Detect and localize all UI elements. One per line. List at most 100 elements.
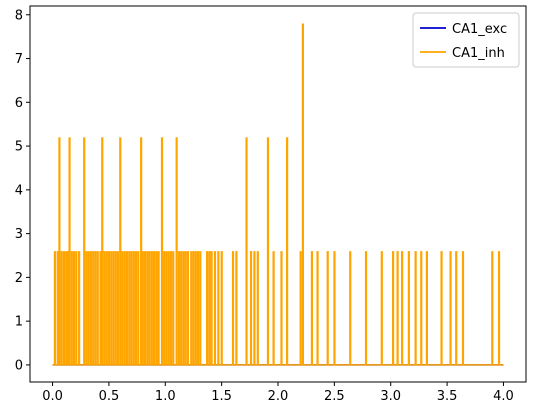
y-tick-label: 6 bbox=[15, 96, 23, 111]
series-spike-ca1-inh bbox=[182, 251, 185, 365]
series-spike-ca1-inh bbox=[134, 251, 138, 365]
series-spike-ca1-inh bbox=[272, 251, 275, 365]
series-spike-ca1-inh bbox=[103, 251, 106, 365]
series-spike-ca1-inh bbox=[163, 251, 166, 365]
series-spike-ca1-inh bbox=[310, 251, 314, 365]
series-spike-ca1-inh bbox=[333, 251, 336, 365]
series-spike-ca1-inh bbox=[256, 251, 259, 365]
series-spike-ca1-inh bbox=[169, 251, 173, 365]
series-spike-ca1-inh bbox=[380, 251, 383, 365]
series-spike-ca1-inh bbox=[160, 137, 164, 365]
series-spike-ca1-inh bbox=[83, 137, 86, 365]
x-tick-label: 1.5 bbox=[211, 389, 232, 404]
x-tick-label: 0.0 bbox=[42, 389, 63, 404]
x-tick-label: 3.0 bbox=[380, 389, 401, 404]
series-spike-ca1-inh bbox=[167, 251, 170, 365]
series-spike-ca1-inh bbox=[72, 251, 76, 365]
series-spike-ca1-inh bbox=[143, 251, 147, 365]
series-spike-ca1-inh bbox=[89, 251, 93, 365]
series-spike-ca1-inh bbox=[140, 137, 143, 365]
series-spike-ca1-inh bbox=[249, 251, 253, 365]
series-spike-ca1-inh bbox=[78, 251, 81, 365]
series-spike-ca1-inh bbox=[210, 251, 213, 365]
series-spike-ca1-inh bbox=[192, 251, 195, 365]
y-axis: 0 1 2 3 4 5 6 7 8 bbox=[15, 8, 30, 373]
series-spike-ca1-inh bbox=[175, 137, 178, 365]
series-spike-ca1-inh bbox=[217, 251, 220, 365]
x-tick-label: 4.0 bbox=[493, 389, 514, 404]
series-spike-ca1-inh bbox=[92, 251, 95, 365]
series-spike-ca1-inh bbox=[114, 251, 117, 365]
x-tick-label: 2.0 bbox=[268, 389, 289, 404]
series-spike-ca1-inh bbox=[172, 251, 175, 365]
series-spike-ca1-inh bbox=[497, 251, 501, 365]
series-spike-ca1-inh bbox=[235, 251, 238, 365]
series-spike-ca1-inh bbox=[148, 251, 151, 365]
series-spike-ca1-inh bbox=[153, 251, 156, 365]
series-spike-ca1-inh bbox=[165, 251, 168, 365]
series-spike-ca1-inh bbox=[407, 251, 410, 365]
series-spike-ca1-inh bbox=[107, 251, 111, 365]
x-tick-label: 3.5 bbox=[437, 389, 458, 404]
series-spike-ca1-inh bbox=[266, 137, 270, 365]
series-spike-ca1-inh bbox=[112, 251, 115, 365]
series-spike-ca1-inh bbox=[53, 251, 56, 365]
y-tick-label: 0 bbox=[15, 358, 23, 373]
series-spike-ca1-inh bbox=[401, 251, 404, 365]
series-spike-ca1-inh bbox=[132, 251, 135, 365]
series-spike-ca1-inh bbox=[461, 251, 465, 365]
series-spike-ca1-inh bbox=[116, 251, 120, 365]
series-spike-ca1-inh bbox=[110, 251, 113, 365]
legend: CA1_exc CA1_inh bbox=[412, 12, 520, 68]
series-spike-ca1-inh bbox=[157, 251, 160, 365]
series-spike-ca1-inh bbox=[62, 251, 66, 365]
series-spike-ca1-inh bbox=[194, 251, 197, 365]
series-spike-ca1-inh bbox=[326, 251, 329, 365]
series-spike-ca1-inh bbox=[99, 251, 102, 365]
series-spike-ca1-inh bbox=[420, 251, 423, 365]
series-spike-ca1-inh bbox=[180, 251, 183, 365]
series-spike-ca1-inh bbox=[60, 251, 63, 365]
series-spike-ca1-inh bbox=[364, 251, 368, 365]
series-spike-ca1-inh bbox=[280, 251, 283, 365]
series-spike-ca1-inh bbox=[58, 137, 61, 365]
series-spike-ca1-inh bbox=[253, 251, 256, 365]
series-spike-ca1-inh bbox=[455, 251, 458, 365]
legend-box bbox=[412, 12, 520, 68]
series-spike-ca1-inh bbox=[150, 251, 153, 365]
series-spike-ca1-inh bbox=[196, 251, 200, 365]
series-spike-ca1-inh bbox=[491, 251, 494, 365]
series-spike-ca1-inh bbox=[101, 137, 104, 365]
series-spike-ca1-inh bbox=[68, 137, 71, 365]
legend-label-ca1-exc: CA1_exc bbox=[452, 22, 507, 37]
x-tick-label: 1.0 bbox=[155, 389, 176, 404]
series-spike-ca1-inh bbox=[96, 251, 99, 365]
series-spike-ca1-inh bbox=[213, 251, 217, 365]
y-tick-label: 4 bbox=[15, 183, 23, 198]
series-spike-ca1-inh bbox=[85, 251, 88, 365]
series-spike-ca1-inh bbox=[123, 251, 126, 365]
series-spike-ca1-inh bbox=[208, 251, 211, 365]
series-spike-ca1-inh bbox=[128, 251, 131, 365]
series-spike-ca1-inh bbox=[186, 251, 190, 365]
series-spike-ca1-inh bbox=[425, 251, 428, 365]
series-spike-ca1-inh bbox=[141, 251, 144, 365]
series-spike-ca1-inh bbox=[440, 251, 443, 365]
series-spike-ca1-inh bbox=[414, 251, 417, 365]
series-spike-ca1-inh bbox=[184, 251, 187, 365]
series-spike-ca1-inh bbox=[396, 251, 399, 365]
y-tick-label: 3 bbox=[15, 227, 23, 242]
series-spike-ca1-inh bbox=[56, 251, 59, 365]
series-spike-ca1-inh bbox=[130, 251, 133, 365]
series-spike-ca1-inh bbox=[105, 251, 108, 365]
series-spike-ca1-inh bbox=[231, 251, 235, 365]
series-spike-ca1-inh bbox=[245, 137, 248, 365]
series-spike-ca1-inh bbox=[125, 251, 129, 365]
series-spike-ca1-inh bbox=[65, 251, 68, 365]
y-tick-label: 5 bbox=[15, 140, 23, 155]
series-spike-ca1-inh bbox=[286, 137, 289, 365]
series-spike-ca1-inh bbox=[349, 251, 352, 365]
series-spike-ca1-inh bbox=[177, 251, 180, 365]
series-spike-ca1-inh bbox=[70, 251, 73, 365]
series-spike-ca1-inh bbox=[75, 251, 78, 365]
